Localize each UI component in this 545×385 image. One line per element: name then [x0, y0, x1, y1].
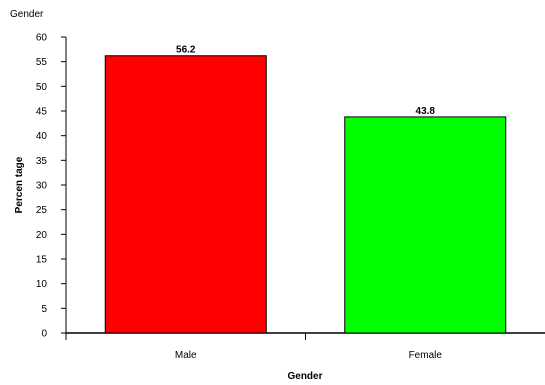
chart-title: Gender — [10, 9, 44, 20]
y-tick-label: 35 — [36, 156, 48, 167]
y-tick-label: 55 — [36, 57, 48, 68]
data-label-male: 56.2 — [176, 45, 196, 56]
y-tick-label: 0 — [41, 329, 47, 340]
x-tick-label: Female — [409, 350, 443, 361]
bar-male — [104, 55, 267, 334]
y-tick-label: 15 — [36, 255, 48, 266]
y-tick-label: 50 — [36, 82, 48, 93]
y-tick-label: 40 — [36, 131, 48, 142]
data-label-female: 43.8 — [416, 106, 436, 117]
y-tick-label: 25 — [36, 205, 48, 216]
x-tick-label: Male — [175, 350, 197, 361]
y-tick-label: 30 — [36, 181, 48, 192]
y-tick-label: 45 — [36, 107, 48, 118]
x-axis: Male Female — [65, 332, 545, 361]
x-axis-title: Gender — [287, 371, 322, 382]
data-labels: 56.2 43.8 — [176, 45, 435, 117]
bar-female — [344, 116, 507, 334]
y-tick-label: 60 — [36, 33, 48, 44]
y-tick-label: 5 — [41, 304, 47, 315]
y-axis: 0 5 10 15 20 25 30 35 40 45 50 55 60 — [36, 33, 67, 340]
y-tick-label: 10 — [36, 279, 48, 290]
y-axis-title: Percen tage — [14, 156, 25, 213]
y-tick-label: 20 — [36, 230, 48, 241]
bars — [104, 55, 507, 334]
